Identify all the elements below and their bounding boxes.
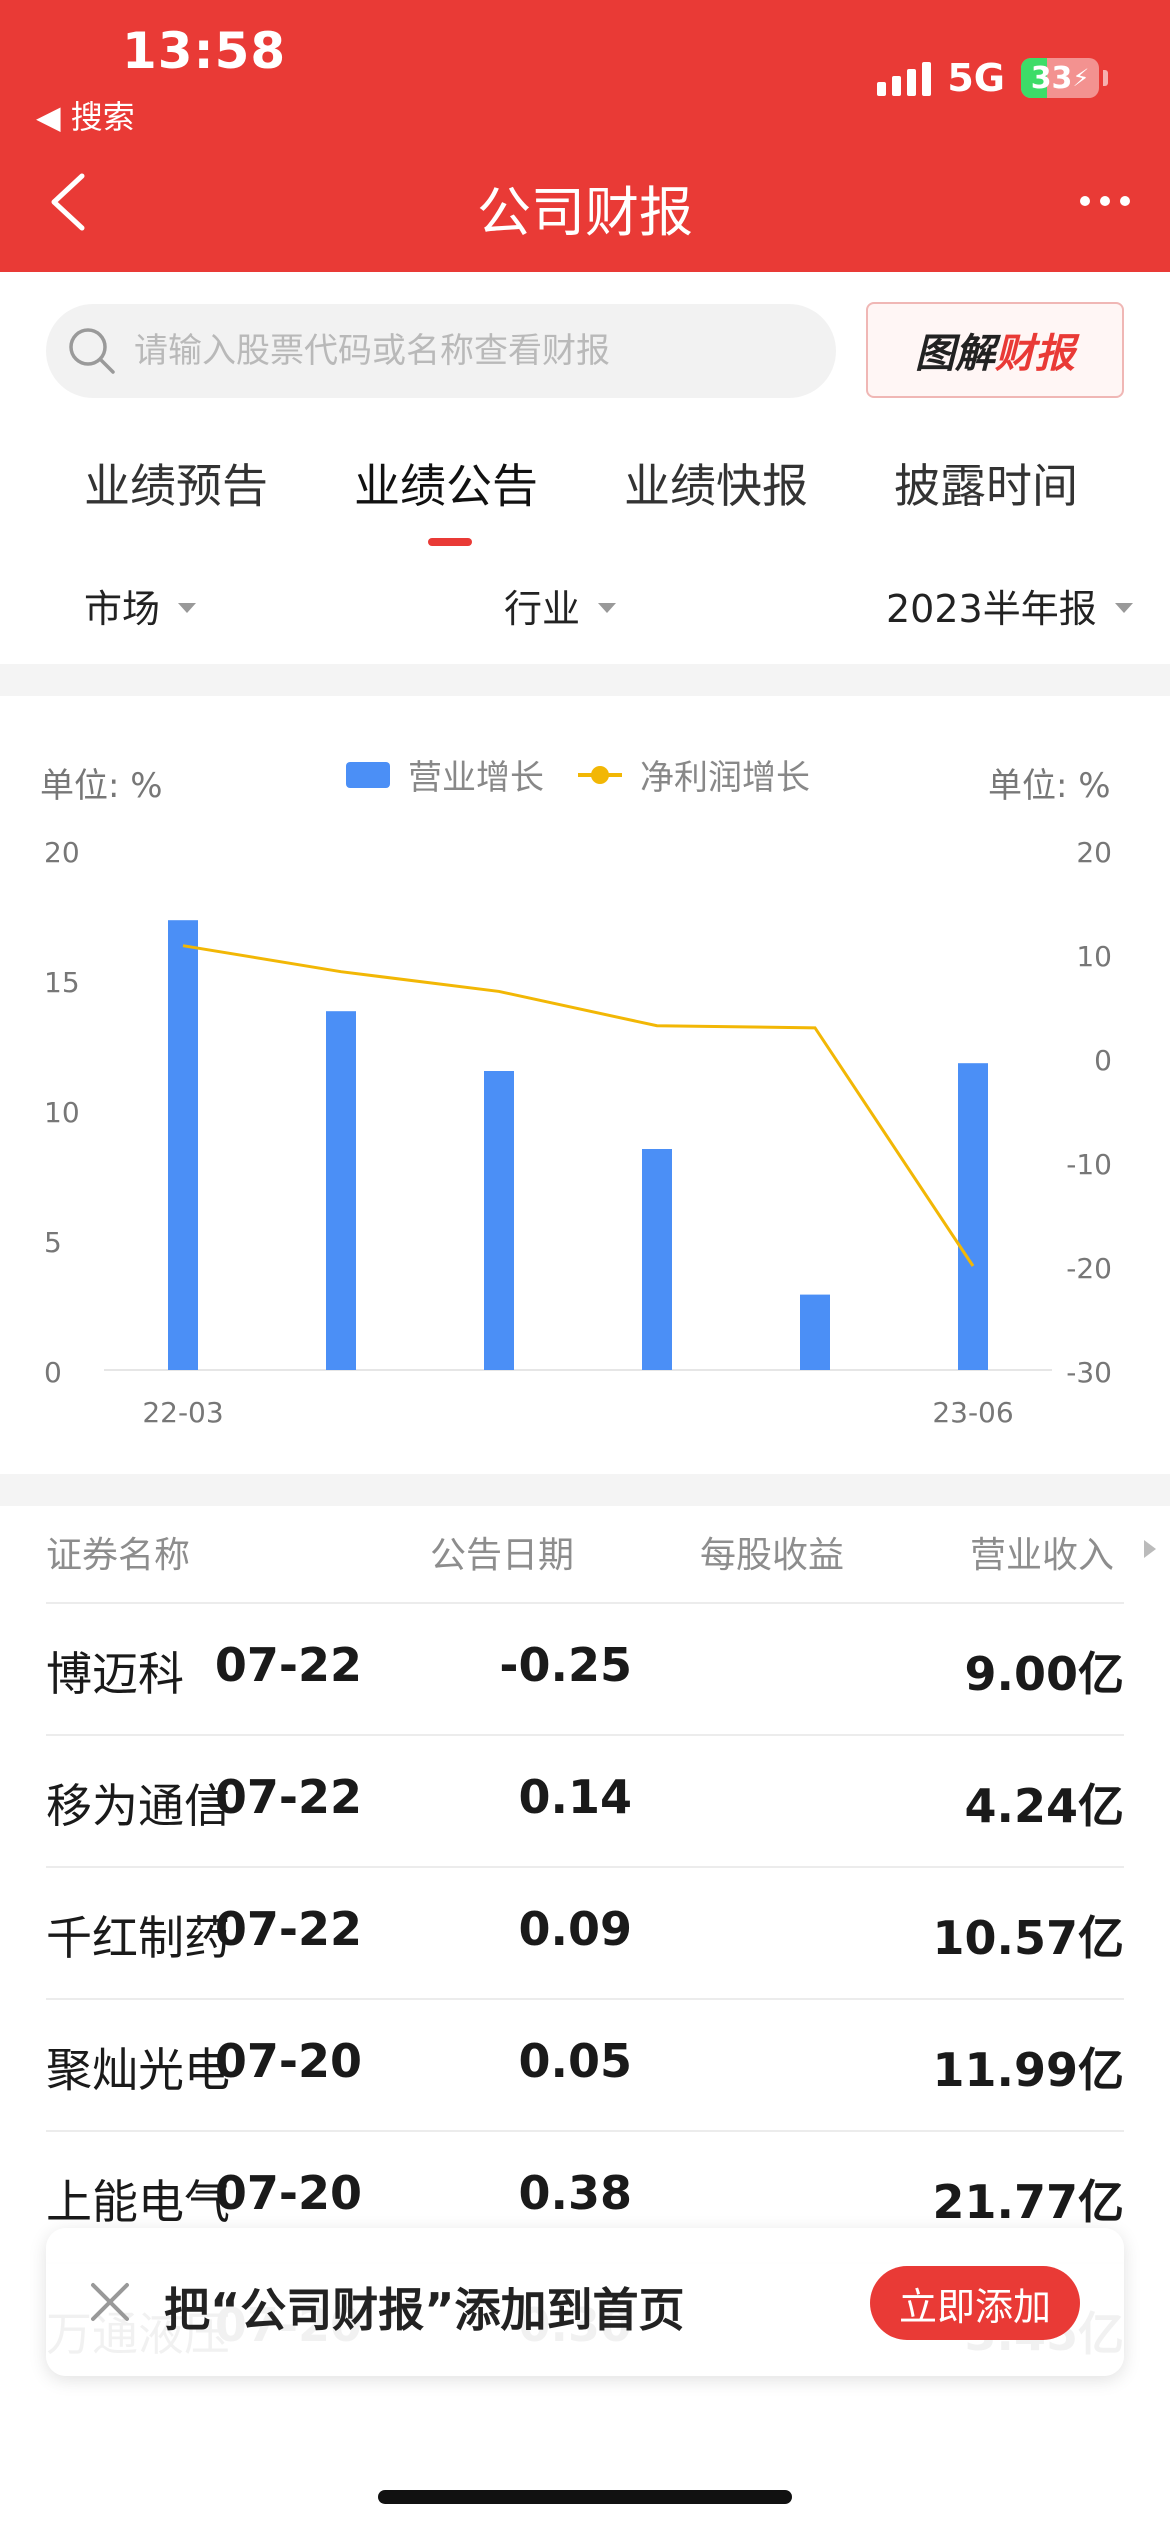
industry-filter-label: 行业 (504, 578, 580, 633)
revenue-cell: 21.77亿 (932, 2166, 1124, 2232)
table-row[interactable]: 博迈科 07-22 -0.25 9.00亿 (46, 1602, 1124, 1734)
line-profit-growth (183, 946, 973, 1266)
security-name-cell: 上能电气 (46, 2166, 230, 2232)
announce-date-cell: 07-20 (215, 2166, 362, 2220)
revenue-cell: 9.00亿 (965, 1638, 1125, 1704)
revenue-cell: 4.24亿 (965, 1770, 1125, 1836)
security-name-cell: 聚灿光电 (46, 2034, 230, 2100)
scroll-right-icon[interactable] (1144, 1540, 1156, 1558)
col-eps[interactable]: 每股收益 (700, 1526, 844, 1578)
eps-cell: 0.05 (519, 2034, 633, 2088)
caret-down-icon (178, 603, 196, 613)
close-icon[interactable] (84, 2276, 136, 2328)
caret-down-icon (1115, 603, 1133, 613)
section-divider (0, 1474, 1170, 1506)
bar-revenue-growth (958, 1063, 988, 1370)
eps-cell: 0.38 (519, 2166, 633, 2220)
table-row[interactable]: 移为通信 07-22 0.14 4.24亿 (46, 1734, 1124, 1866)
search-box[interactable] (46, 304, 836, 398)
revenue-cell: 11.99亿 (932, 2034, 1124, 2100)
x-axis-tick: 23-06 (932, 1396, 1013, 1429)
right-axis-tick: -20 (1066, 1252, 1112, 1285)
left-axis-tick: 15 (44, 966, 80, 999)
search-input[interactable] (134, 331, 794, 371)
announce-date-cell: 07-20 (215, 2034, 362, 2088)
table-row[interactable]: 千红制药 07-22 0.09 10.57亿 (46, 1866, 1124, 1998)
legend-revenue-growth: 营业增长 (408, 750, 544, 799)
security-name-cell: 千红制药 (46, 1902, 230, 1968)
signal-icon (877, 60, 931, 96)
period-filter-label: 2023半年报 (886, 578, 1097, 633)
search-icon (66, 325, 118, 377)
illustrated-report-label-1: 图解 (915, 321, 995, 379)
add-now-button[interactable]: 立即添加 (870, 2266, 1080, 2340)
right-axis-tick: -30 (1066, 1356, 1112, 1389)
left-axis-tick: 10 (44, 1096, 80, 1129)
bar-revenue-growth (642, 1149, 672, 1370)
col-revenue[interactable]: 营业收入 (970, 1526, 1114, 1578)
period-filter[interactable]: 2023半年报 (886, 578, 1133, 633)
section-divider (0, 664, 1170, 696)
bar-revenue-growth (168, 920, 198, 1370)
bar-revenue-growth (484, 1071, 514, 1370)
bar-revenue-growth (800, 1295, 830, 1370)
col-announce-date[interactable]: 公告日期 (430, 1526, 574, 1578)
left-axis-tick: 0 (44, 1356, 62, 1389)
left-axis-tick: 20 (44, 836, 80, 869)
revenue-cell: 10.57亿 (932, 1902, 1124, 1968)
col-security-name[interactable]: 证券名称 (46, 1526, 190, 1578)
home-indicator (378, 2490, 792, 2504)
add-to-home-banner: 把“公司财报”添加到首页 立即添加 (46, 2228, 1124, 2376)
market-filter[interactable]: 市场 (84, 578, 196, 633)
tab-earnings-flash[interactable]: 业绩快报 (624, 450, 808, 516)
legend-profit-growth: 净利润增长 (640, 750, 810, 799)
growth-chart: 20 15 10 5 0 20 10 0 -10 -20 -30 22-03 23-06 (0, 820, 1170, 1440)
battery-icon: 33 ⚡ (1021, 58, 1099, 98)
caret-down-icon (598, 603, 616, 613)
illustrated-report-button[interactable]: 图解 财报 (866, 302, 1124, 398)
right-axis-tick: 20 (1076, 836, 1112, 869)
announce-date-cell: 07-22 (215, 1902, 362, 1956)
status-time: 13:58 (122, 22, 286, 80)
eps-cell: -0.25 (499, 1638, 632, 1692)
announce-date-cell: 07-22 (215, 1770, 362, 1824)
battery-cap (1103, 70, 1108, 86)
illustrated-report-label-2: 财报 (995, 321, 1075, 379)
right-axis-unit: 单位: % (988, 758, 1111, 807)
security-name-cell: 移为通信 (46, 1770, 230, 1836)
eps-cell: 0.14 (519, 1770, 633, 1824)
table-row[interactable]: 聚灿光电 07-20 0.05 11.99亿 (46, 1998, 1124, 2130)
x-axis-tick: 22-03 (142, 1396, 223, 1429)
announce-date-cell: 07-22 (215, 1638, 362, 1692)
active-tab-indicator (428, 538, 472, 546)
status-indicators: 5G 33 ⚡ (877, 56, 1108, 100)
right-axis-tick: 0 (1094, 1044, 1112, 1077)
eps-cell: 0.09 (519, 1902, 633, 1956)
tab-earnings-announcement[interactable]: 业绩公告 (354, 450, 538, 516)
security-name-cell: 博迈科 (46, 1638, 184, 1704)
chart-legend: 营业增长 净利润增长 (346, 750, 810, 799)
tab-bar: 业绩预告 业绩公告 业绩快报 披露时间 (0, 450, 1170, 550)
battery-level: 33 (1031, 61, 1073, 96)
market-filter-label: 市场 (84, 578, 160, 633)
right-axis-tick: 10 (1076, 940, 1112, 973)
status-back-to-app[interactable]: ◀ 搜索 (36, 92, 135, 138)
left-axis-tick: 5 (44, 1226, 62, 1259)
industry-filter[interactable]: 行业 (504, 578, 616, 633)
bar-revenue-growth (326, 1011, 356, 1370)
legend-bar-swatch (346, 762, 390, 788)
tab-disclosure-time[interactable]: 披露时间 (894, 450, 1078, 516)
left-axis-unit: 单位: % (40, 758, 163, 807)
more-options-icon[interactable] (1080, 196, 1130, 206)
tab-earnings-forecast[interactable]: 业绩预告 (84, 450, 268, 516)
add-to-home-text: 把“公司财报”添加到首页 (164, 2274, 684, 2340)
page-title: 公司财报 (0, 168, 1170, 247)
header: 13:58 ◀ 搜索 5G 33 ⚡ 公司财报 (0, 0, 1170, 272)
table-header: 证券名称 公告日期 每股收益 营业收入 (0, 1526, 1170, 1602)
legend-line-swatch (578, 762, 622, 788)
network-label: 5G (947, 56, 1005, 100)
right-axis-tick: -10 (1066, 1148, 1112, 1181)
